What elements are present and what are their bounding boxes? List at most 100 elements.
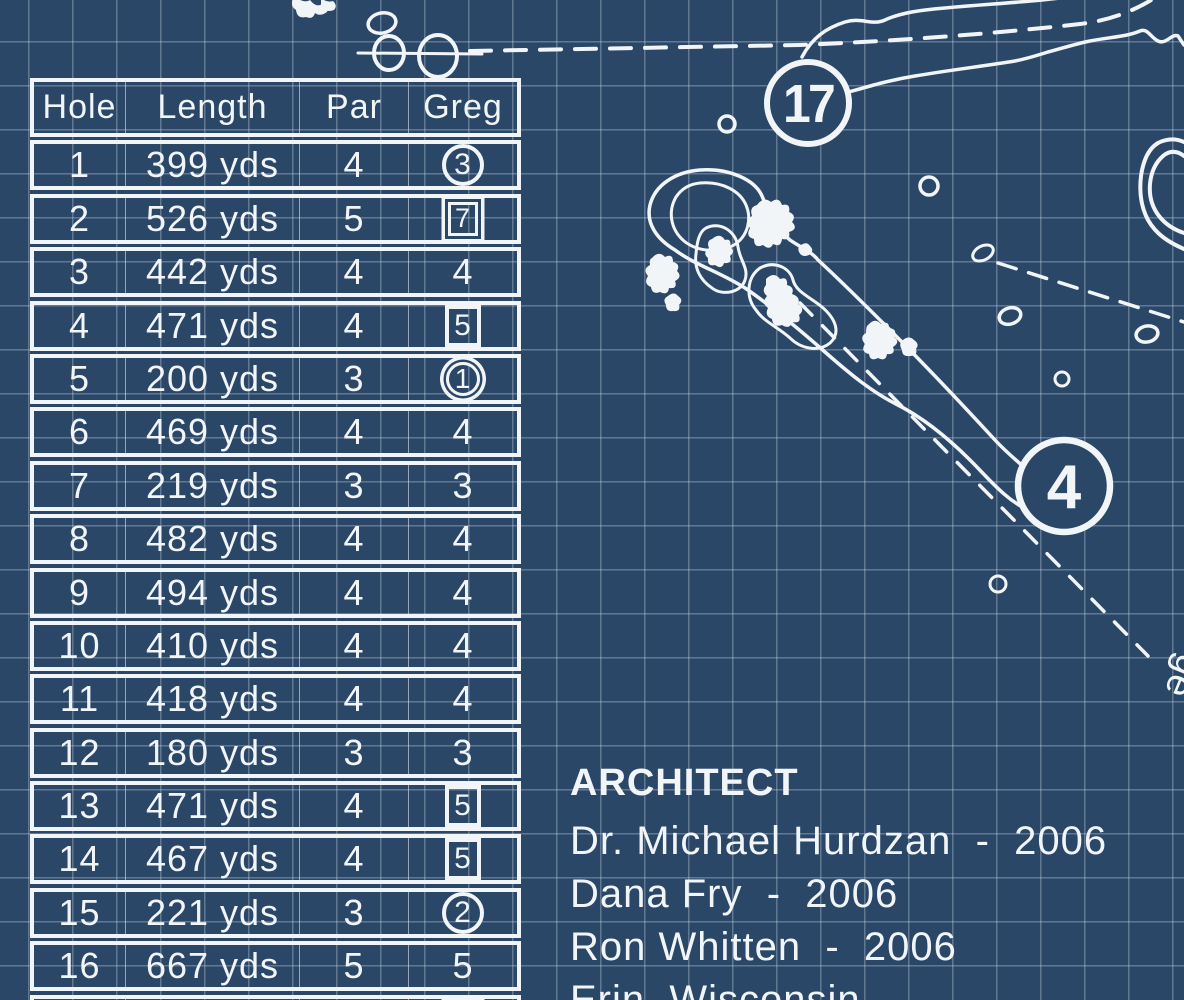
table-row: 13 471 yds 4 5 <box>30 781 521 832</box>
table-row: 14 467 yds 4 5 <box>30 834 521 885</box>
cell-par: 4 <box>299 571 408 614</box>
architect-line: Ron Whitten - 2006 <box>570 925 957 969</box>
tree-ring-6 <box>1053 370 1071 388</box>
score-rows: 1 399 yds 4 3 2 526 yds 5 7 3 442 yds 4 … <box>30 140 521 992</box>
score-decor: 4 <box>452 411 474 453</box>
header-hole: Hole <box>42 88 117 126</box>
cell-length: 471 yds <box>125 785 299 828</box>
cell-length: 221 yds <box>125 891 299 934</box>
bunker-4-upper-outline <box>694 224 748 294</box>
cell-hole: 12 <box>58 731 101 773</box>
flight-line-right <box>996 261 1184 324</box>
cell-par: 5 <box>299 945 408 988</box>
cell-length: 667 yds <box>125 945 299 988</box>
tree-ring-3 <box>971 243 995 263</box>
fairway-17-bottom-edge <box>847 28 1184 94</box>
table-row: 9 494 yds 4 4 <box>30 567 521 618</box>
table-row: 7 219 yds 3 3 <box>30 460 521 511</box>
bunker-4-mid-sand <box>763 275 803 327</box>
cell-hole: 1 <box>68 144 91 186</box>
header-par: Par <box>299 82 408 133</box>
cell-length: 467 yds <box>125 838 299 881</box>
cell-greg: 2 <box>408 891 517 934</box>
score-decor: 2 <box>442 891 484 934</box>
table-row: 11 418 yds 4 4 <box>30 674 521 725</box>
cell-length: 442 yds <box>125 251 299 294</box>
bunker-4-mid-outline <box>747 263 838 350</box>
score-decor: 5 <box>452 945 474 987</box>
architect-block: ARCHITECT Dr. Michael Hurdzan - 2006 Dan… <box>570 762 1184 1000</box>
cell-par: 4 <box>299 518 408 561</box>
score-row-partial <box>30 994 521 1000</box>
cell-par: 5 <box>299 197 408 240</box>
cell-par: 4 <box>299 304 408 347</box>
cell-greg: 5 <box>408 838 517 881</box>
hole-marker-17: 17 <box>764 59 852 147</box>
table-row: 4 471 yds 4 5 <box>30 300 521 351</box>
score-decor: 4 <box>452 678 474 720</box>
table-row: 15 221 yds 3 2 <box>30 887 521 938</box>
cell-greg: 3 <box>408 144 517 187</box>
cell-length: 494 yds <box>125 571 299 614</box>
cell-length: 471 yds <box>125 304 299 347</box>
cell-hole: 4 <box>68 304 91 346</box>
cell-hole: 6 <box>68 411 91 453</box>
cell-greg: 4 <box>408 411 517 454</box>
tree-ring-1 <box>717 114 737 134</box>
cell-hole: 13 <box>58 785 101 827</box>
cell-length: 180 yds <box>125 731 299 774</box>
cell-par: 3 <box>299 464 408 507</box>
cell-par: 4 <box>299 251 408 294</box>
cell-length: 482 yds <box>125 518 299 561</box>
bunker-4-upper-sand <box>705 235 733 268</box>
cell-greg: 1 <box>408 357 517 400</box>
cell-length: 219 yds <box>125 464 299 507</box>
cell-par: 4 <box>299 838 408 881</box>
score-decor: 5 <box>445 304 481 347</box>
cell-hole: 7 <box>68 464 91 506</box>
cell-length: 410 yds <box>125 624 299 667</box>
table-row: 16 667 yds 5 5 <box>30 941 521 992</box>
score-table: Hole Length Par Greg 1 399 yds 4 3 2 526… <box>30 78 521 1000</box>
score-decor: 3 <box>442 144 484 187</box>
cell-length: 418 yds <box>125 678 299 721</box>
cell-greg: 3 <box>408 731 517 774</box>
cell-par: 4 <box>299 678 408 721</box>
cell-par: 3 <box>299 731 408 774</box>
header-greg: Greg <box>408 82 517 133</box>
cell-greg: 4 <box>408 518 517 561</box>
cell-greg: 5 <box>408 945 517 988</box>
table-row: 10 410 yds 4 4 <box>30 620 521 671</box>
tree-ring-4 <box>997 305 1023 327</box>
cell-hole: 3 <box>68 251 91 293</box>
score-decor: 7 <box>448 201 478 236</box>
architect-line: Dr. Michael Hurdzan - 2006 <box>570 819 1108 863</box>
table-row: 8 482 yds 4 4 <box>30 514 521 565</box>
cell-hole: 16 <box>58 945 101 987</box>
header-length: Length <box>125 82 299 133</box>
flight-line-17 <box>468 0 1155 53</box>
cell-hole: 2 <box>68 197 91 239</box>
hole-marker-4: 4 <box>1014 436 1114 536</box>
cell-length: 200 yds <box>125 357 299 400</box>
cell-par: 4 <box>299 785 408 828</box>
tee-circle-2 <box>417 33 459 79</box>
cell-length: 526 yds <box>125 197 299 240</box>
bunker-4-topedge-sand <box>746 199 813 256</box>
cell-hole: 15 <box>58 891 101 933</box>
cell-par: 4 <box>299 411 408 454</box>
fairway-4-outline <box>647 168 1052 514</box>
cell-par <box>299 998 408 1000</box>
tree-ring-7 <box>988 574 1008 594</box>
cell-greg <box>408 998 517 1000</box>
table-row: 12 180 yds 3 3 <box>30 727 521 778</box>
cell-greg: 7 <box>408 197 517 240</box>
score-decor: 4 <box>452 624 474 666</box>
table-row: 6 469 yds 4 4 <box>30 407 521 458</box>
hole-marker-17-label: 17 <box>783 74 834 134</box>
cell-par: 4 <box>299 624 408 667</box>
green-right-inner <box>1147 149 1184 235</box>
table-row: 1 399 yds 4 3 <box>30 140 521 191</box>
